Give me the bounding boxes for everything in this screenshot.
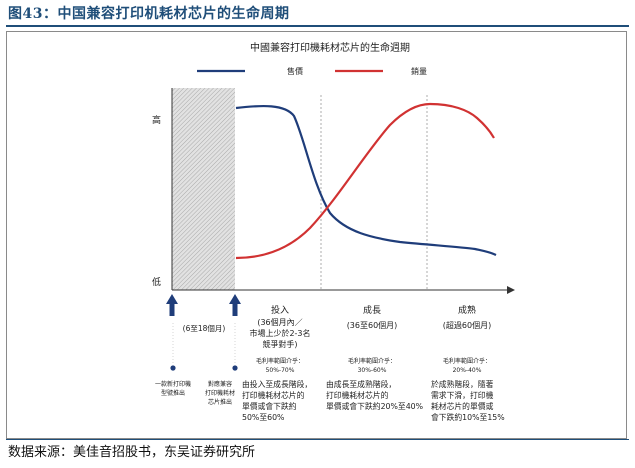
stage-desc-line3: 單價或會下跌約 (242, 401, 297, 411)
stage-desc-line1: 由投入至成長階段， (242, 379, 312, 389)
chip-launch-dot (232, 365, 238, 371)
stage-margin-label: 毛利率範圍介乎： (256, 357, 304, 365)
printer-launch-label-line1: 一款新打印機 (155, 380, 191, 388)
stage-period-line1: (36個月內／ (257, 317, 302, 327)
stage-desc-line3: 單價或會下跌約20%至40% (326, 401, 423, 411)
stage-maturity: 成熟 (超過60個月) 毛利率範圍介乎： 20%-40% 於成熟階段，隨著 需求… (431, 304, 505, 422)
stage-desc-line1: 由成長至成熟階段， (326, 379, 396, 389)
stage-margin-value: 50%-70% (266, 367, 295, 374)
printer-launch-dot (170, 365, 176, 371)
stage-period-line1: (超過60個月) (443, 320, 491, 330)
volume-curve (235, 102, 495, 260)
stage-period-line1: (36至60個月) (347, 320, 398, 330)
chip-launch-label-line2: 打印機耗材 (205, 389, 235, 397)
diagram-title: 中國兼容打印機耗材芯片的生命週期 (250, 41, 410, 54)
y-axis-low-label: 低 (152, 276, 161, 288)
pre-launch-period (172, 88, 235, 290)
stage-margin-value: 30%-60% (358, 367, 387, 374)
printer-launch-arrow (166, 294, 178, 316)
title-underline (6, 25, 629, 27)
printer-launch-label-line2: 型號推出 (161, 389, 185, 397)
stage-desc-line2: 打印機耗材芯片的 (242, 390, 305, 400)
pre-launch-period-label: (6至18個月) (183, 323, 226, 333)
legend-label-volume: 銷量 (411, 66, 427, 76)
y-axis-high-label: 高 (152, 114, 161, 126)
stage-margin-value: 20%-40% (453, 367, 482, 374)
stage-desc-line3: 耗材芯片的單價或 (431, 401, 494, 411)
stage-margin-label: 毛利率範圍介乎： (443, 357, 491, 365)
stage-name: 成熟 (458, 304, 476, 316)
chip-launch-arrow (229, 294, 241, 316)
source-divider (6, 439, 629, 440)
stage-desc-line4: 50%至60% (242, 413, 284, 422)
source-note: 数据来源：美佳音招股书，东吴证券研究所 (8, 445, 256, 460)
stage-name: 成長 (363, 304, 381, 316)
stage-margin-label: 毛利率範圍介乎： (348, 357, 396, 365)
stage-desc-line4: 會下跌約10%至15% (431, 412, 505, 422)
figure-title: 图43：中国兼容打印机耗材芯片的生命周期 (8, 6, 290, 22)
stage-growth: 成長 (36至60個月) 毛利率範圍介乎： 30%-60% 由成長至成熟階段， … (326, 304, 423, 411)
stage-name: 投入 (271, 304, 289, 316)
stage-introduction: 投入 (36個月內／ 市場上少於2-3名 競爭對手) 毛利率範圍介乎： 50%-… (242, 304, 312, 422)
stage-desc-line2: 需求下滑，打印機 (431, 390, 494, 400)
chip-launch-label-line1: 對應兼容 (208, 380, 232, 388)
stage-desc-line1: 於成熟階段，隨著 (431, 379, 494, 389)
stage-period-line3: 競爭對手) (262, 339, 297, 349)
stage-desc-line2: 打印機耗材芯片的 (326, 390, 389, 400)
price-curve (235, 104, 497, 256)
chip-launch-label-line3: 芯片推出 (208, 398, 232, 406)
stage-period-line2: 市場上少於2-3名 (249, 328, 310, 338)
legend-label-price: 售價 (287, 66, 303, 76)
diagram-frame (6, 31, 627, 439)
